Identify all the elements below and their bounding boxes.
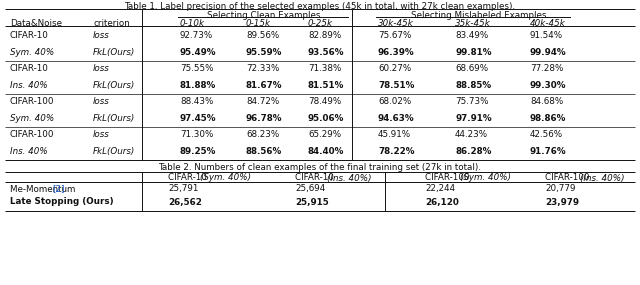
Text: 23,979: 23,979 <box>545 198 579 207</box>
Text: CIFAR-10: CIFAR-10 <box>295 174 337 182</box>
Text: loss: loss <box>93 130 109 139</box>
Text: (Ins. 40%): (Ins. 40%) <box>580 174 625 182</box>
Text: 35k-45k: 35k-45k <box>455 19 491 28</box>
Text: 81.51%: 81.51% <box>308 81 344 90</box>
Text: 94.63%: 94.63% <box>378 114 415 123</box>
Text: 0-15k: 0-15k <box>246 19 271 28</box>
Text: 96.39%: 96.39% <box>378 48 415 57</box>
Text: CIFAR-100: CIFAR-100 <box>10 97 54 106</box>
Text: 30k-45k: 30k-45k <box>378 19 414 28</box>
Text: 71.38%: 71.38% <box>308 64 341 73</box>
Text: 88.43%: 88.43% <box>180 97 213 106</box>
Text: 75.67%: 75.67% <box>378 31 412 40</box>
Text: 95.06%: 95.06% <box>308 114 344 123</box>
Text: (Ins. 40%): (Ins. 40%) <box>327 174 371 182</box>
Text: Selecting Mislabeled Examples: Selecting Mislabeled Examples <box>412 11 547 20</box>
Text: 78.22%: 78.22% <box>378 147 415 156</box>
Text: 89.56%: 89.56% <box>246 31 279 40</box>
Text: 83.49%: 83.49% <box>455 31 488 40</box>
Text: 22,244: 22,244 <box>425 184 455 194</box>
Text: 20,779: 20,779 <box>545 184 575 194</box>
Text: 77.28%: 77.28% <box>530 64 563 73</box>
Text: 88.85%: 88.85% <box>455 81 491 90</box>
Text: Ins. 40%: Ins. 40% <box>10 81 48 90</box>
Text: (Sym. 40%): (Sym. 40%) <box>200 174 251 182</box>
Text: 91.76%: 91.76% <box>530 147 566 156</box>
Text: 86.28%: 86.28% <box>455 147 492 156</box>
Text: 25,791: 25,791 <box>168 184 198 194</box>
Text: 97.91%: 97.91% <box>455 114 492 123</box>
Text: 45.91%: 45.91% <box>378 130 411 139</box>
Text: Ins. 40%: Ins. 40% <box>10 147 48 156</box>
Text: CIFAR-10: CIFAR-10 <box>10 31 49 40</box>
Text: 97.45%: 97.45% <box>180 114 216 123</box>
Text: FkL(Ours): FkL(Ours) <box>93 48 135 57</box>
Text: criterion: criterion <box>93 19 130 28</box>
Text: 68.69%: 68.69% <box>455 64 488 73</box>
Text: CIFAR-100: CIFAR-100 <box>10 130 54 139</box>
Text: 82.89%: 82.89% <box>308 31 341 40</box>
Text: 99.30%: 99.30% <box>530 81 566 90</box>
Text: Table 1. Label precision of the selected examples (45k in total, with 27k clean : Table 1. Label precision of the selected… <box>124 2 516 11</box>
Text: loss: loss <box>93 97 109 106</box>
Text: (Sym. 40%): (Sym. 40%) <box>461 174 511 182</box>
Text: 71.30%: 71.30% <box>180 130 213 139</box>
Text: 92.73%: 92.73% <box>180 31 213 40</box>
Text: 84.40%: 84.40% <box>308 147 344 156</box>
Text: CIFAR-100: CIFAR-100 <box>425 174 472 182</box>
Text: Sym. 40%: Sym. 40% <box>10 114 54 123</box>
Text: CIFAR-10: CIFAR-10 <box>168 174 210 182</box>
Text: 81.67%: 81.67% <box>246 81 282 90</box>
Text: loss: loss <box>93 64 109 73</box>
Text: [2]: [2] <box>52 184 65 194</box>
Text: loss: loss <box>93 31 109 40</box>
Text: 91.54%: 91.54% <box>530 31 563 40</box>
Text: 96.78%: 96.78% <box>246 114 282 123</box>
Text: 99.81%: 99.81% <box>455 48 492 57</box>
Text: 81.88%: 81.88% <box>180 81 216 90</box>
Text: 99.94%: 99.94% <box>530 48 566 57</box>
Text: 40k-45k: 40k-45k <box>530 19 566 28</box>
Text: Selecting Clean Examples: Selecting Clean Examples <box>207 11 321 20</box>
Text: Me-Momentum: Me-Momentum <box>10 184 78 194</box>
Text: Data&Noise: Data&Noise <box>10 19 62 28</box>
Text: CIFAR-10: CIFAR-10 <box>10 64 49 73</box>
Text: 78.51%: 78.51% <box>378 81 414 90</box>
Text: 84.68%: 84.68% <box>530 97 563 106</box>
Text: 60.27%: 60.27% <box>378 64 412 73</box>
Text: 98.86%: 98.86% <box>530 114 566 123</box>
Text: FkL(Ours): FkL(Ours) <box>93 81 135 90</box>
Text: 78.49%: 78.49% <box>308 97 341 106</box>
Text: 75.55%: 75.55% <box>180 64 214 73</box>
Text: 84.72%: 84.72% <box>246 97 279 106</box>
Text: 75.73%: 75.73% <box>455 97 488 106</box>
Text: Table 2. Numbers of clean examples of the final training set (27k in total).: Table 2. Numbers of clean examples of th… <box>159 162 481 172</box>
Text: Sym. 40%: Sym. 40% <box>10 48 54 57</box>
Text: 26,562: 26,562 <box>168 198 202 207</box>
Text: 68.23%: 68.23% <box>246 130 279 139</box>
Text: 95.49%: 95.49% <box>180 48 216 57</box>
Text: 68.02%: 68.02% <box>378 97 412 106</box>
Text: 95.59%: 95.59% <box>246 48 282 57</box>
Text: Late Stopping (Ours): Late Stopping (Ours) <box>10 198 114 207</box>
Text: 25,915: 25,915 <box>295 198 329 207</box>
Text: 65.29%: 65.29% <box>308 130 341 139</box>
Text: 72.33%: 72.33% <box>246 64 280 73</box>
Text: CIFAR-100: CIFAR-100 <box>545 174 592 182</box>
Text: 88.56%: 88.56% <box>246 147 282 156</box>
Text: 42.56%: 42.56% <box>530 130 563 139</box>
Text: 26,120: 26,120 <box>425 198 459 207</box>
Text: FkL(Ours): FkL(Ours) <box>93 114 135 123</box>
Text: 0-25k: 0-25k <box>308 19 333 28</box>
Text: 44.23%: 44.23% <box>455 130 488 139</box>
Text: 93.56%: 93.56% <box>308 48 344 57</box>
Text: 89.25%: 89.25% <box>180 147 216 156</box>
Text: FkL(Ours): FkL(Ours) <box>93 147 135 156</box>
Text: 0-10k: 0-10k <box>180 19 205 28</box>
Text: 25,694: 25,694 <box>295 184 325 194</box>
